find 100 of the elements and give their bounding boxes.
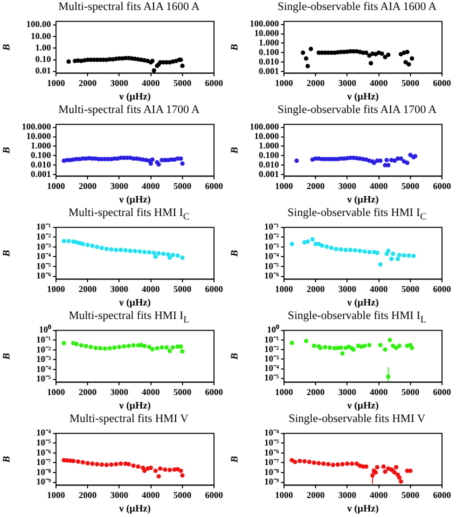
x-tick-label: 1000 [47, 490, 66, 500]
point [300, 50, 306, 55]
y-tick-label: 10⁻⁶ [264, 447, 280, 458]
point [74, 342, 79, 346]
point [180, 161, 185, 166]
point [307, 460, 312, 464]
point [147, 344, 152, 350]
y-tick-label: 0.010 [258, 56, 280, 67]
chart-title: Multi-spectral fits AIA 1600 A [57, 0, 201, 14]
point [398, 156, 404, 161]
point [148, 161, 153, 166]
x-tick-label: 4000 [370, 180, 388, 191]
point [90, 461, 95, 466]
y-tick-label: 10⁻¹ [36, 222, 52, 232]
point [405, 160, 410, 166]
point [368, 60, 374, 66]
point [142, 468, 147, 473]
y-tick-label: 10⁻⁴ [264, 428, 280, 438]
point [382, 54, 388, 60]
point [109, 247, 114, 252]
x-tick-label: 6000 [433, 386, 452, 397]
point [114, 462, 118, 466]
point [170, 345, 176, 350]
point [410, 346, 414, 350]
x-tick-label: 2000 [78, 180, 98, 191]
point [408, 468, 413, 473]
point [117, 344, 122, 350]
point [154, 346, 160, 350]
x-axis-title: ν (μHz) [346, 194, 379, 206]
point [178, 344, 184, 349]
point [180, 255, 185, 260]
point [381, 464, 386, 469]
y-tick-label: 10⁻⁵ [36, 438, 52, 448]
point [397, 475, 402, 480]
point [150, 157, 155, 162]
x-tick-label: 5000 [401, 180, 420, 191]
point [80, 460, 86, 465]
point [294, 158, 299, 163]
x-tick-label: 2000 [306, 490, 326, 500]
y-tick-label: 1.000 [30, 140, 52, 151]
y-tick-label: 10⁻⁷ [264, 457, 280, 468]
point [153, 254, 158, 259]
y-axis-title: B [2, 146, 13, 155]
point [147, 250, 152, 255]
y-tick-label: 10⁻⁴ [264, 363, 280, 374]
chart-title: Single-observable fits AIA 1600 A [276, 0, 438, 14]
point [348, 248, 353, 252]
y-tick-label: 0.100 [258, 47, 280, 58]
y-tick-label: 0.001 [30, 169, 52, 180]
y-tick-label: 10⁻¹ [264, 334, 280, 344]
x-tick-label: 4000 [370, 78, 388, 88]
point [378, 158, 383, 163]
y-tick-label: 1.000 [258, 38, 280, 48]
point [85, 460, 90, 466]
chart-title: Multi-spectral fits HMI I$_{L}$ [68, 309, 190, 326]
point [382, 347, 388, 352]
y-tick-label: 10⁻⁷ [36, 457, 52, 468]
point [62, 340, 66, 346]
point [118, 248, 123, 252]
point [180, 64, 185, 68]
point [175, 253, 180, 258]
point [150, 346, 155, 352]
point [94, 244, 100, 250]
x-tick-label: 1000 [275, 490, 294, 500]
y-tick-label: 10⁻⁵ [264, 260, 280, 271]
x-tick-label: 4000 [142, 284, 160, 294]
point [142, 344, 147, 348]
point [345, 461, 350, 466]
y-tick-label: 10⁰ [39, 324, 52, 335]
point [84, 344, 88, 348]
x-tick-label: 5000 [173, 386, 192, 397]
y-tick-label: 10⁻⁴ [264, 251, 280, 262]
y-tick-label: 10⁻⁸ [36, 466, 52, 477]
y-tick-label: 10⁻⁶ [264, 270, 280, 281]
x-tick-label: 2000 [306, 78, 326, 88]
x-tick-label: 6000 [433, 180, 452, 191]
x-tick-label: 4000 [370, 386, 388, 397]
y-tick-label: 100.000 [250, 122, 280, 132]
chart-title: Multi-spectral fits AIA 1700 A [57, 103, 201, 117]
y-axis-title: B [2, 44, 13, 52]
point [153, 468, 158, 473]
point [350, 461, 354, 466]
point [340, 351, 345, 356]
x-tick-label: 1000 [275, 386, 294, 397]
point [408, 152, 413, 158]
point [123, 248, 128, 253]
point [290, 340, 294, 346]
x-tick-label: 6000 [433, 78, 452, 88]
point [338, 345, 344, 350]
point [138, 249, 142, 254]
y-tick-label: 10⁻³ [36, 241, 52, 252]
x-tick-label: 3000 [338, 180, 357, 191]
y-axis-title: B [2, 250, 13, 258]
point [90, 244, 95, 248]
point [66, 238, 71, 244]
point [405, 50, 410, 54]
point [168, 468, 172, 472]
point [114, 248, 118, 252]
point [389, 256, 394, 262]
y-tick-label: 10⁻¹ [264, 222, 280, 232]
